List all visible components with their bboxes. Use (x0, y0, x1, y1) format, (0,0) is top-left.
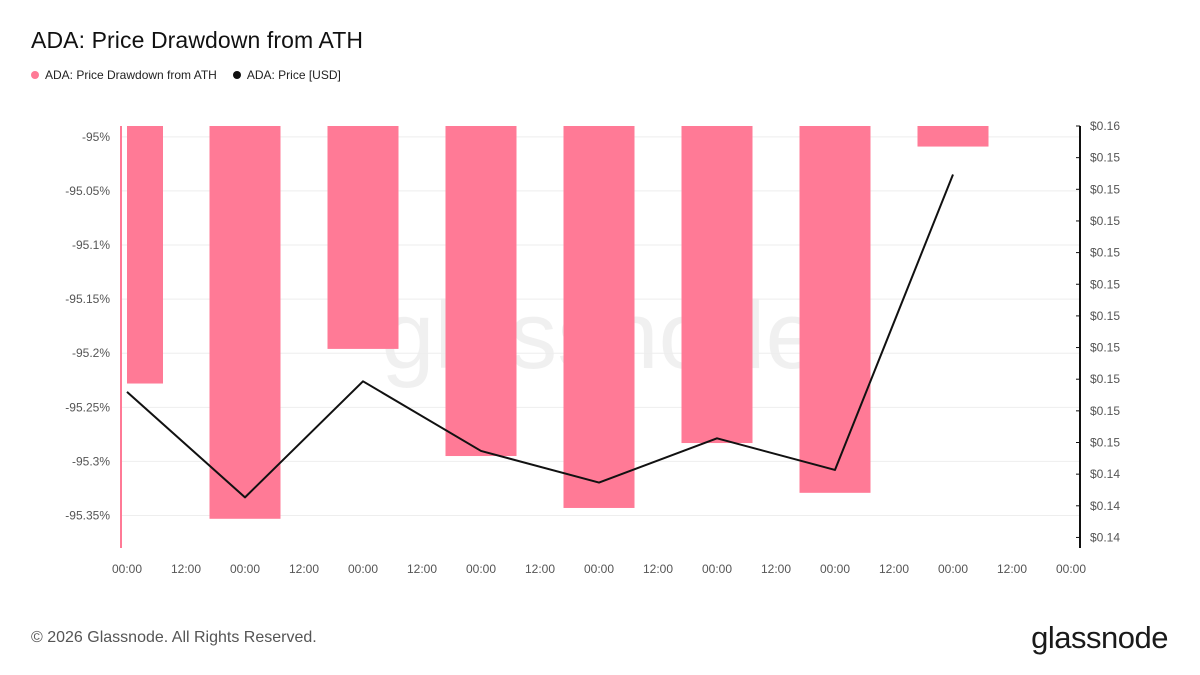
left-axis-tick-label: -95.35% (65, 509, 110, 523)
x-axis-tick-label: 12:00 (761, 562, 791, 576)
drawdown-bar (445, 126, 517, 457)
right-axis-tick-label: $0.14 (1090, 467, 1120, 481)
right-axis-tick-label: $0.15 (1090, 214, 1120, 228)
legend-dot-price (232, 71, 241, 79)
left-axis-tick-label: -95.3% (72, 454, 110, 468)
drawdown-bar (799, 126, 871, 493)
right-axis-tick-label: $0.15 (1090, 309, 1120, 323)
legend: ADA: Price Drawdown from ATH ADA: Price … (31, 68, 341, 82)
legend-label-drawdown: ADA: Price Drawdown from ATH (45, 68, 217, 82)
glassnode-logo: glassnode (1031, 620, 1168, 655)
drawdown-bar (327, 126, 399, 349)
left-axis-tick-label: -95.15% (65, 292, 110, 306)
chart-area: glassnode-95%-95.05%-95.1%-95.15%-95.2%-… (65, 119, 1120, 576)
left-axis-tick-label: -95.1% (72, 238, 110, 252)
price-line (126, 174, 954, 499)
right-axis-tick-label: $0.15 (1090, 277, 1120, 291)
x-axis-tick-label: 00:00 (348, 562, 378, 576)
drawdown-bar (127, 126, 163, 384)
right-axis-tick-label: $0.14 (1090, 499, 1120, 513)
right-axis-tick-label: $0.15 (1090, 341, 1120, 355)
right-axis-tick-label: $0.15 (1090, 372, 1120, 386)
x-axis-tick-label: 12:00 (289, 562, 319, 576)
x-axis-tick-label: 00:00 (1056, 562, 1086, 576)
x-axis-tick-label: 12:00 (407, 562, 437, 576)
x-axis-tick-label: 12:00 (171, 562, 201, 576)
right-axis-tick-label: $0.15 (1090, 404, 1120, 418)
legend-dot-drawdown (31, 71, 39, 79)
x-axis-tick-label: 12:00 (997, 562, 1027, 576)
legend-item-drawdown[interactable]: ADA: Price Drawdown from ATH (31, 68, 217, 82)
x-axis-tick-label: 12:00 (525, 562, 555, 576)
x-axis-tick-label: 12:00 (643, 562, 673, 576)
left-axis-tick-label: -95.05% (65, 184, 110, 198)
right-axis-tick-label: $0.15 (1090, 182, 1120, 196)
right-axis-tick-label: $0.15 (1090, 436, 1120, 450)
x-axis-tick-label: 00:00 (584, 562, 614, 576)
drawdown-bar (209, 126, 281, 519)
x-axis-tick-label: 00:00 (938, 562, 968, 576)
right-axis-tick-label: $0.15 (1090, 246, 1120, 260)
copyright-footer: © 2026 Glassnode. All Rights Reserved. (31, 629, 317, 646)
left-axis-tick-label: -95.25% (65, 400, 110, 414)
left-axis-tick-label: -95% (82, 130, 110, 144)
left-axis-tick-label: -95.2% (72, 346, 110, 360)
drawdown-bar (917, 126, 989, 147)
right-axis-tick-label: $0.15 (1090, 151, 1120, 165)
right-axis-tick-label: $0.16 (1090, 119, 1120, 133)
x-axis-tick-label: 00:00 (112, 562, 142, 576)
x-axis-tick-label: 00:00 (820, 562, 850, 576)
drawdown-bar (563, 126, 635, 508)
x-axis-tick-label: 00:00 (702, 562, 732, 576)
x-axis-tick-label: 00:00 (466, 562, 496, 576)
chart-title: ADA: Price Drawdown from ATH (31, 27, 364, 53)
legend-label-price: ADA: Price [USD] (246, 68, 341, 82)
x-axis-tick-label: 00:00 (230, 562, 260, 576)
x-axis-tick-label: 12:00 (879, 562, 909, 576)
drawdown-bar (681, 126, 753, 444)
legend-item-price[interactable]: ADA: Price [USD] (232, 68, 341, 82)
right-axis-tick-label: $0.14 (1090, 530, 1120, 544)
